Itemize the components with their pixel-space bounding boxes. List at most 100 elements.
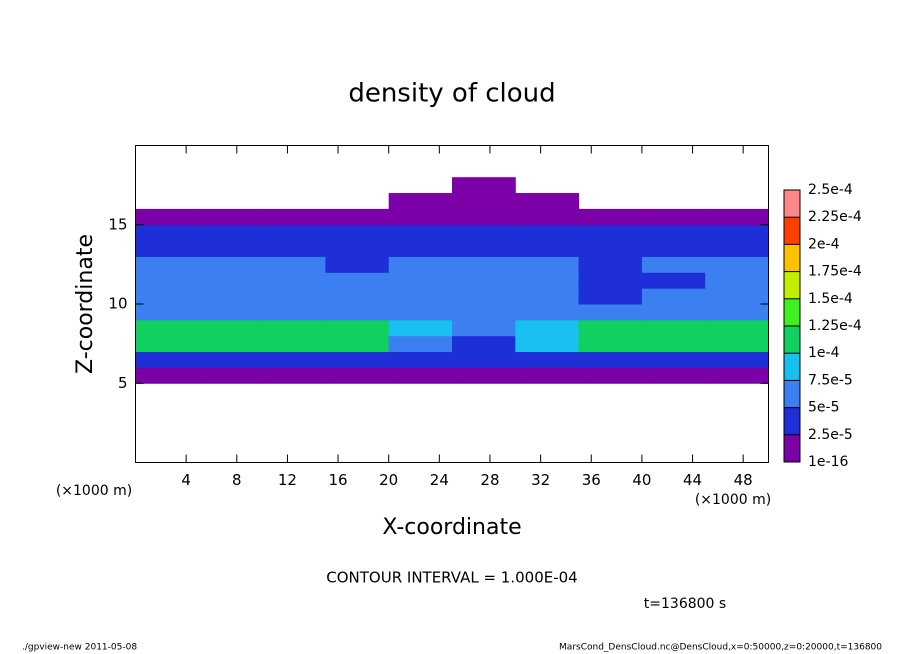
cell <box>325 208 390 226</box>
x-tick-label: 24 <box>430 471 449 489</box>
cell <box>198 256 263 273</box>
cell <box>641 288 706 305</box>
cell <box>515 193 580 210</box>
cell <box>705 304 769 321</box>
colorbar-label: 2.5e-4 <box>808 182 853 198</box>
cell <box>388 193 453 210</box>
cell <box>388 304 453 321</box>
cell <box>452 208 516 226</box>
colorbar-label: 2.25e-4 <box>808 209 862 225</box>
cell <box>578 367 643 384</box>
cell <box>198 351 263 368</box>
cell <box>641 240 706 257</box>
colorbar-band <box>784 407 800 435</box>
colorbar-label: 1e-16 <box>808 454 848 470</box>
x-axis-label: X-coordinate <box>382 515 521 540</box>
cell <box>452 304 516 321</box>
y-axis-label: Z-coordinate <box>73 234 98 374</box>
contour-note: CONTOUR INTERVAL = 1.000E-04 <box>326 569 577 587</box>
cell <box>452 319 516 337</box>
cell <box>641 351 706 368</box>
cell <box>262 240 326 257</box>
cell <box>515 304 580 321</box>
cell <box>641 335 706 353</box>
cell <box>705 240 769 257</box>
x-tick-label: 48 <box>734 471 753 489</box>
cell <box>641 224 706 242</box>
cell <box>452 335 516 353</box>
cell <box>515 272 580 289</box>
x-tick-label: 32 <box>531 471 550 489</box>
y-tick-label: 15 <box>108 215 127 233</box>
cell <box>325 240 390 257</box>
cell <box>578 351 643 368</box>
cell <box>135 304 200 321</box>
cell <box>262 304 326 321</box>
x-unit: (×1000 m) <box>56 483 132 499</box>
cell <box>325 304 390 321</box>
x-tick-label: 4 <box>181 471 191 489</box>
colorbar-band <box>784 380 800 408</box>
colorbar-label: 1.25e-4 <box>808 318 862 334</box>
colorbar-band <box>784 244 800 272</box>
colorbar-band <box>784 298 800 326</box>
cell <box>198 224 263 242</box>
cell <box>198 208 263 226</box>
cell <box>452 193 516 210</box>
cell <box>325 319 390 337</box>
cell <box>452 351 516 368</box>
cell <box>262 335 326 353</box>
cell <box>388 335 453 353</box>
cell <box>705 319 769 337</box>
x-tick-label: 28 <box>480 471 499 489</box>
x-unit: (×1000 m) <box>695 492 771 508</box>
cell <box>452 256 516 273</box>
cell <box>388 256 453 273</box>
cell <box>578 288 643 305</box>
cell <box>135 208 200 226</box>
cell <box>515 256 580 273</box>
cell <box>388 288 453 305</box>
cell <box>388 240 453 257</box>
cell <box>515 224 580 242</box>
x-tick-label: 36 <box>582 471 601 489</box>
colorbar-label: 2.5e-5 <box>808 427 853 443</box>
cell <box>135 272 200 289</box>
colorbar-label: 1e-4 <box>808 345 840 361</box>
cell <box>641 319 706 337</box>
cell <box>325 224 390 242</box>
cell <box>388 319 453 337</box>
y-tick-label: 10 <box>108 295 127 313</box>
cell <box>262 288 326 305</box>
cell <box>135 319 200 337</box>
colorbar-band <box>784 190 800 218</box>
cell <box>705 208 769 226</box>
cell <box>515 335 580 353</box>
cell <box>641 272 706 289</box>
cell <box>388 224 453 242</box>
cell <box>262 256 326 273</box>
time-note: t=136800 s <box>644 596 726 612</box>
colorbar-label: 5e-5 <box>808 400 839 416</box>
cell <box>262 367 326 384</box>
colorbar-band <box>784 217 800 245</box>
cell <box>641 367 706 384</box>
cell <box>262 224 326 242</box>
cell <box>135 367 200 384</box>
cell <box>705 367 769 384</box>
cell <box>515 367 580 384</box>
cell <box>641 208 706 226</box>
cell <box>325 335 390 353</box>
cell <box>135 351 200 368</box>
x-tick-label: 44 <box>683 471 702 489</box>
colorbar-label: 1.5e-4 <box>808 291 853 307</box>
cell <box>388 367 453 384</box>
cell <box>705 224 769 242</box>
cell <box>198 240 263 257</box>
footer-right: MarsCond_DensCloud.nc@DensCloud,x=0:5000… <box>559 643 882 653</box>
cell <box>515 208 580 226</box>
cell <box>452 177 516 194</box>
cell <box>641 304 706 321</box>
cell <box>578 256 643 273</box>
